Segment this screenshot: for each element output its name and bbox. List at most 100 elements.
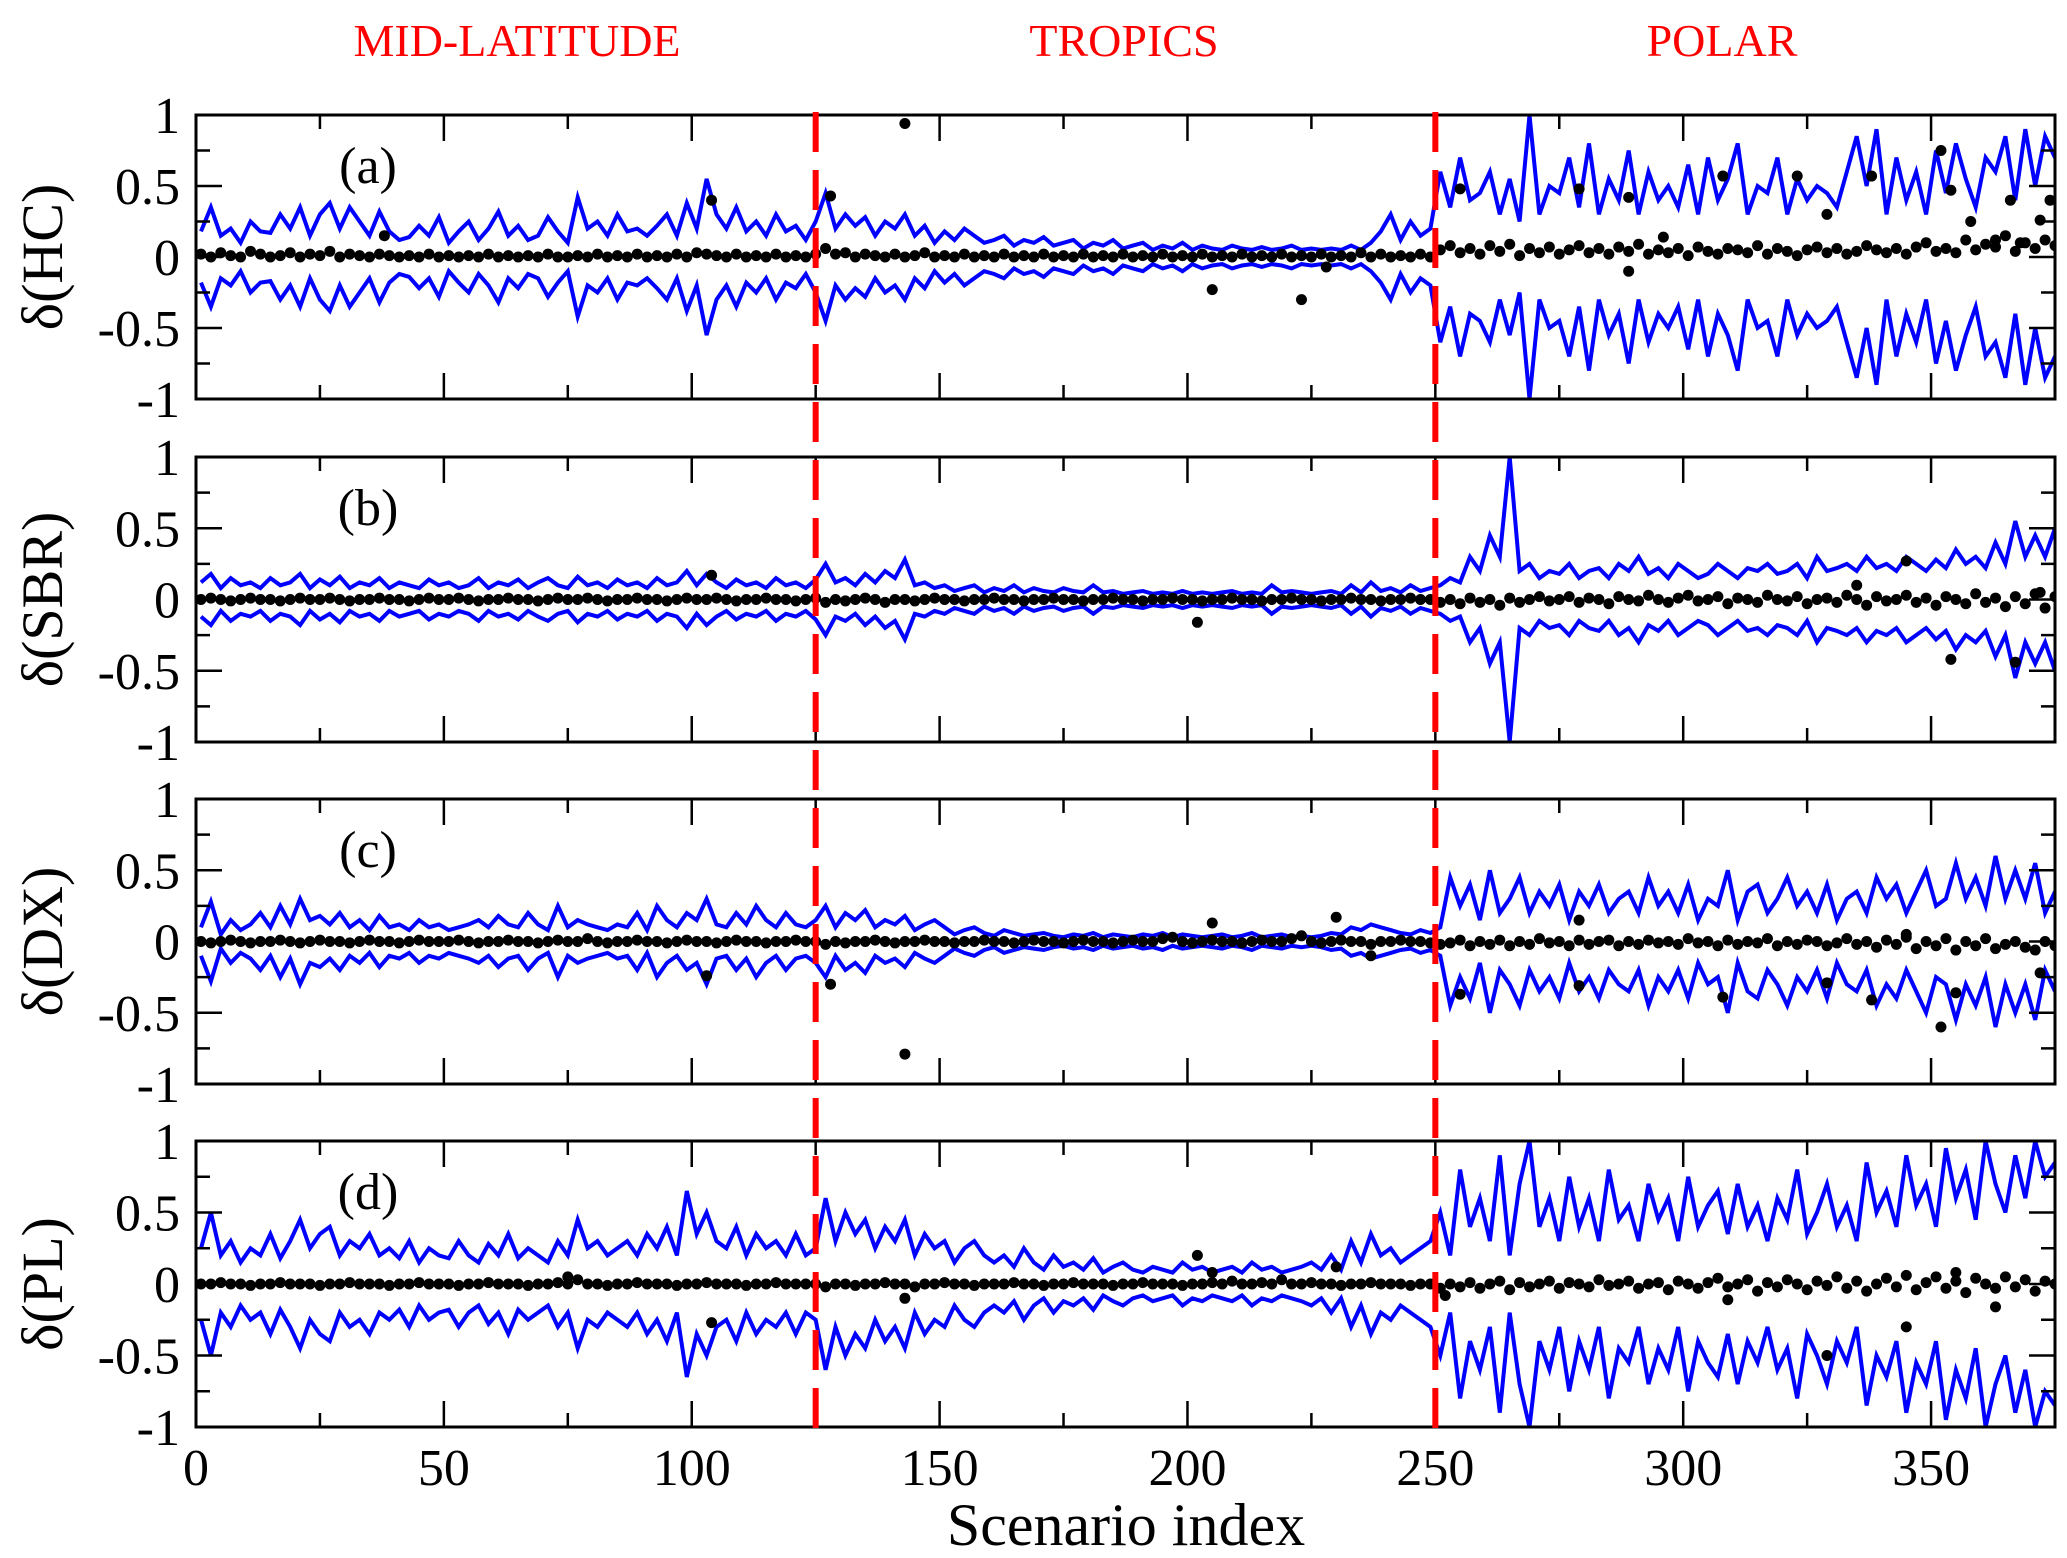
- data-point: [1097, 250, 1109, 262]
- panel-tag: (c): [339, 822, 397, 879]
- data-point: [859, 1278, 871, 1290]
- data-point: [2009, 936, 2021, 947]
- panel-d: -1 -0.5 0 0.5 1 (d) δ(PL): [10, 1114, 2057, 1457]
- data-point: [1018, 595, 1030, 607]
- data-point: [1375, 595, 1387, 607]
- data-point: [1405, 1279, 1417, 1291]
- data-point: [1692, 241, 1704, 253]
- data-point: [235, 1278, 247, 1290]
- data-point: [701, 1277, 713, 1289]
- data-point-outlier: [1821, 977, 1833, 989]
- data-point: [532, 1278, 544, 1290]
- data-point: [582, 1278, 594, 1290]
- data-point-outlier: [1320, 261, 1332, 273]
- data-point: [839, 937, 851, 949]
- data-point: [492, 936, 504, 947]
- data-point: [939, 250, 951, 262]
- x-tick-label: 50: [418, 1440, 470, 1497]
- data-point: [1127, 594, 1139, 605]
- data-point: [1444, 937, 1456, 949]
- data-point: [968, 936, 980, 947]
- data-point: [651, 594, 663, 605]
- data-point-outlier: [562, 1271, 574, 1283]
- data-point: [1514, 250, 1526, 262]
- data-point: [1315, 248, 1327, 260]
- data-point: [829, 248, 841, 260]
- data-point: [1623, 1275, 1635, 1287]
- data-point: [1910, 241, 1922, 253]
- lower-envelope-line: [199, 943, 2055, 1028]
- data-point: [354, 250, 366, 262]
- data-point: [740, 594, 752, 605]
- data-point: [1127, 934, 1139, 946]
- data-point: [661, 937, 673, 949]
- data-point: [859, 248, 871, 260]
- data-point: [859, 936, 871, 947]
- data-point: [413, 934, 425, 946]
- data-point: [1464, 592, 1476, 604]
- data-point: [929, 1278, 941, 1290]
- data-point: [1890, 242, 1902, 254]
- data-point: [354, 1278, 366, 1290]
- data-point: [2019, 941, 2031, 953]
- data-point: [681, 592, 693, 604]
- data-point: [1851, 1275, 1863, 1287]
- data-point: [1563, 1277, 1575, 1289]
- data-point: [1722, 1281, 1734, 1293]
- y-tick-label: 1: [154, 1114, 180, 1171]
- data-point: [1890, 1281, 1902, 1293]
- region-label-polar: POLAR: [1647, 15, 1798, 66]
- data-point: [1028, 251, 1040, 263]
- data-point: [671, 1279, 683, 1291]
- data-point: [948, 937, 960, 949]
- data-point: [1067, 936, 1079, 947]
- data-point: [1305, 251, 1317, 263]
- data-point: [284, 936, 296, 947]
- lower-envelope-line: [199, 261, 2055, 399]
- y-tick-label: -0.5: [98, 1329, 180, 1386]
- data-point: [314, 934, 326, 946]
- lower-envelope-line: [199, 602, 2055, 742]
- data-point: [1157, 594, 1169, 605]
- data-point-outlier: [1206, 284, 1218, 296]
- y-tick-label: -0.5: [98, 986, 180, 1043]
- data-point: [1851, 938, 1863, 950]
- data-point: [1335, 1279, 1347, 1291]
- data-point: [1732, 938, 1744, 950]
- data-point: [443, 250, 455, 262]
- data-point: [720, 936, 732, 947]
- data-point: [373, 936, 385, 947]
- data-point-outlier: [2034, 967, 2046, 979]
- data-point: [1117, 1278, 1129, 1290]
- data-point: [1801, 244, 1813, 256]
- data-point: [800, 594, 812, 605]
- data-point: [1652, 594, 1664, 605]
- data-point: [1077, 934, 1089, 946]
- data-point: [542, 936, 554, 947]
- data-point: [1692, 937, 1704, 949]
- data-point: [770, 1277, 782, 1289]
- data-point: [1305, 936, 1317, 947]
- data-point: [2019, 1274, 2031, 1286]
- data-point: [1841, 933, 1853, 945]
- data-point: [661, 1278, 673, 1290]
- data-point: [1147, 1278, 1159, 1290]
- data-point: [1761, 933, 1773, 945]
- data-point-outlier: [2044, 194, 2055, 206]
- data-point: [552, 592, 564, 604]
- data-point: [1623, 594, 1635, 605]
- data-point: [1930, 599, 1942, 611]
- data-point: [1573, 240, 1585, 252]
- data-point: [502, 250, 514, 262]
- data-point: [1722, 934, 1734, 946]
- data-point: [1325, 594, 1337, 605]
- data-point: [750, 936, 762, 947]
- data-point: [1286, 251, 1298, 263]
- data-point: [790, 595, 802, 607]
- data-point: [284, 1278, 296, 1290]
- data-point: [254, 248, 266, 260]
- data-point: [294, 937, 306, 949]
- data-point: [1295, 594, 1307, 605]
- data-point: [1266, 594, 1278, 605]
- data-point: [1920, 936, 1932, 947]
